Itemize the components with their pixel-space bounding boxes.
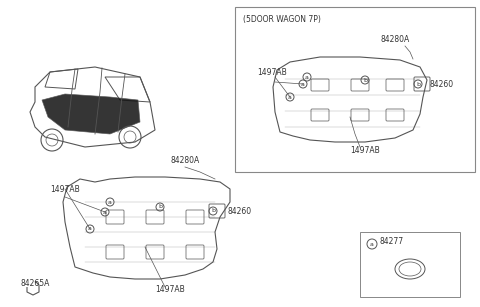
Text: 1497AB: 1497AB — [350, 146, 380, 154]
Text: a: a — [305, 75, 309, 80]
Text: 84260: 84260 — [227, 208, 251, 216]
Text: a: a — [108, 200, 112, 204]
Text: 84260: 84260 — [430, 80, 454, 88]
Text: 84280A: 84280A — [380, 35, 409, 44]
Text: 1497AB: 1497AB — [257, 68, 287, 76]
Text: b: b — [211, 208, 215, 213]
Text: b: b — [158, 204, 162, 209]
Text: 1497AB: 1497AB — [50, 185, 80, 193]
Polygon shape — [42, 94, 140, 134]
Text: 1497AB: 1497AB — [155, 285, 185, 293]
Text: 84280A: 84280A — [170, 156, 200, 165]
Text: b: b — [363, 77, 367, 83]
Text: a: a — [88, 227, 92, 231]
Text: a: a — [370, 242, 374, 247]
Text: (5DOOR WAGON 7P): (5DOOR WAGON 7P) — [243, 15, 321, 24]
Bar — [235, 7, 475, 172]
Text: a: a — [288, 95, 292, 99]
Text: b: b — [416, 81, 420, 87]
Bar — [360, 232, 460, 297]
Text: 84265A: 84265A — [20, 279, 50, 288]
Text: a: a — [301, 81, 305, 87]
Text: a: a — [103, 209, 107, 215]
Text: 84277: 84277 — [380, 238, 404, 247]
